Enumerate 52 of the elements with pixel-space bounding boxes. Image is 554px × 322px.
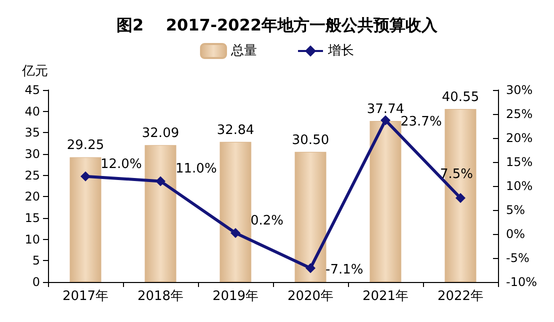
point	[456, 193, 466, 203]
y2-tick-label: 30%	[506, 83, 533, 97]
data-label: 7.5%	[440, 167, 474, 182]
x-tick-label: 2018年	[137, 289, 184, 304]
y-tick-label: 25	[24, 168, 40, 182]
y-tick-label: 20	[24, 190, 40, 204]
data-label: 23.7%	[400, 114, 442, 130]
point	[80, 171, 90, 182]
data-label: 40.55	[442, 90, 480, 105]
y2-tick-label: 20%	[506, 131, 533, 145]
point	[306, 263, 316, 274]
y-tick-label: 40	[24, 104, 40, 118]
y-tick-label: 10	[24, 232, 40, 246]
y2-tick-label: 15%	[506, 155, 533, 169]
y2-tick-label: -5%	[506, 251, 530, 265]
bar	[370, 120, 402, 282]
data-label: 32.84	[216, 122, 254, 138]
point	[230, 228, 240, 238]
y-tick-label: 30	[24, 147, 40, 161]
data-label: 30.50	[292, 132, 330, 148]
y-tick-label: 0	[32, 275, 40, 289]
x-tick-label: 2022年	[437, 289, 484, 304]
data-label: 0.2%	[250, 214, 284, 229]
x-tick-label: 2017年	[62, 289, 109, 304]
legend-label: 总量	[230, 44, 257, 58]
x-tick-label: 2020年	[287, 289, 334, 304]
bar	[144, 145, 176, 282]
x-tick-label: 2021年	[362, 289, 409, 304]
y-tick-label: 35	[24, 126, 40, 140]
y2-tick-label: 10%	[506, 179, 533, 193]
x-tick-label: 2019年	[212, 289, 259, 304]
y2-tick-label: 25%	[506, 107, 533, 121]
y-tick-label: 15	[24, 211, 40, 225]
y-tick-label: 5	[32, 254, 40, 268]
data-label: 37.74	[366, 102, 404, 117]
bar	[70, 157, 102, 282]
y2-tick-label: -10%	[506, 275, 538, 289]
point	[156, 176, 166, 186]
bar	[220, 142, 252, 282]
y2-tick-label: 0%	[506, 227, 526, 241]
bar	[294, 152, 326, 282]
data-label: 12.0%	[100, 156, 142, 172]
data-label: 11.0%	[176, 162, 217, 177]
y-tick-label: 45	[24, 83, 40, 97]
legend-label: 增长	[327, 44, 354, 58]
point	[380, 115, 390, 126]
data-label: -7.1%	[326, 262, 364, 278]
data-label: 29.25	[66, 138, 104, 154]
data-label: 32.09	[142, 126, 180, 142]
chart-title: 图2 2017-2022年地方一般公共预算收入	[116, 16, 439, 34]
y-axis-title: 亿元	[21, 64, 48, 79]
y2-tick-label: 5%	[506, 203, 526, 217]
